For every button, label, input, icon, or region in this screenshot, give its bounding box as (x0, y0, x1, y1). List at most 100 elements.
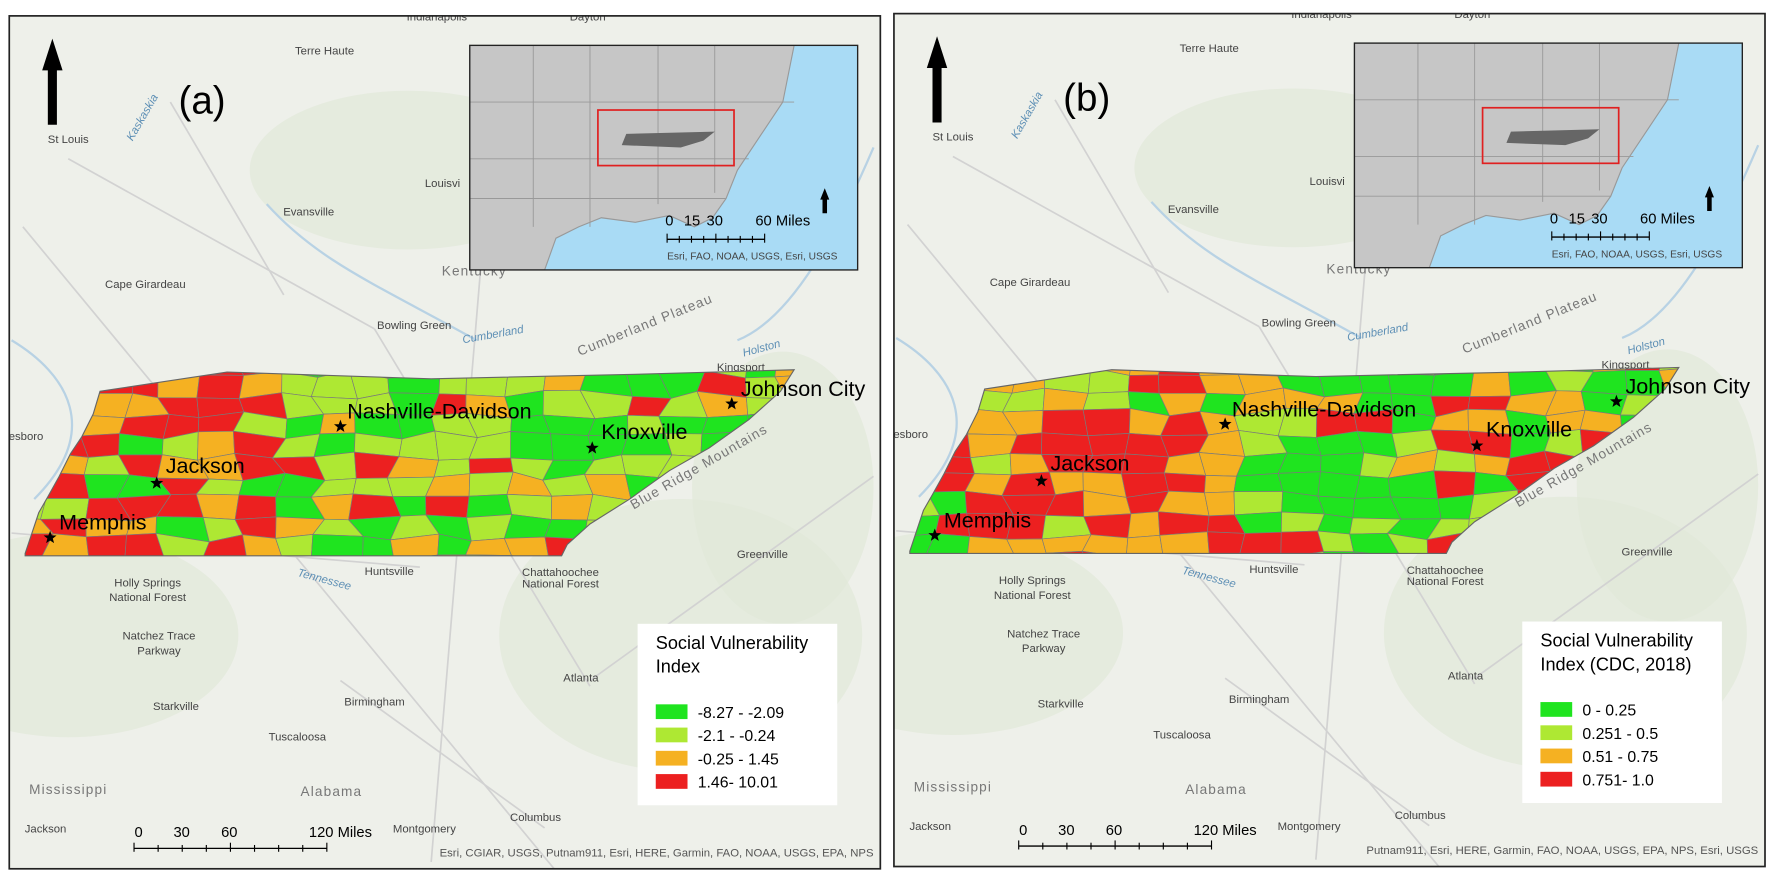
inset-land (1354, 43, 1680, 268)
county (234, 494, 277, 520)
scale-label: 30 (173, 825, 189, 841)
place-label: Dayton (1454, 9, 1490, 21)
legend-label: -2.1 - -0.24 (698, 728, 776, 745)
place-label: Montgomery (393, 823, 456, 835)
place-label: National Forest (522, 579, 600, 591)
legend-label: 1.46- 10.01 (698, 775, 778, 792)
county (1469, 369, 1512, 397)
place-label: Starkville (153, 701, 199, 713)
road (1224, 677, 1430, 827)
county (1157, 374, 1208, 394)
place-label: Mississippi (29, 782, 107, 797)
place-label: nesboro (2, 431, 43, 443)
city-star (928, 528, 942, 541)
place-label: Evansville (283, 206, 334, 218)
city-label: Jackson (166, 454, 245, 478)
place-label: Parkway (137, 645, 181, 657)
county (1082, 408, 1131, 437)
county (1321, 551, 1364, 554)
place-label: National Forest (994, 590, 1072, 602)
county (1127, 511, 1161, 539)
county (1081, 534, 1129, 554)
place-label: Chattahoochee (522, 567, 599, 579)
place-label: Birmingham (1229, 694, 1289, 706)
county (1082, 391, 1131, 411)
panel-label: (b) (1063, 77, 1110, 120)
county (1238, 531, 1282, 554)
scale-label: 60 (221, 825, 237, 841)
inset-scale-label: 0 (665, 214, 673, 230)
legend-label: 0.251 - 0.5 (1582, 726, 1658, 743)
county (1317, 471, 1361, 499)
city-label: Johnson City (741, 377, 866, 401)
inset-scale-label: 30 (707, 214, 723, 230)
county (1433, 470, 1476, 500)
place-label: St Louis (48, 134, 89, 146)
county (41, 533, 90, 556)
place-label: Terre Haute (295, 45, 354, 57)
place-label: Louisvi (1310, 176, 1345, 188)
county (275, 534, 314, 556)
place-label: Indianapolis (1291, 9, 1352, 21)
legend-swatch (655, 727, 688, 743)
inset-land (469, 45, 795, 270)
county (909, 533, 936, 554)
place-label: Starkville (1038, 699, 1084, 711)
city-star (1218, 417, 1232, 430)
road (1474, 473, 1759, 679)
place-label: Atlanta (563, 673, 599, 685)
place-label: nesboro (887, 429, 928, 441)
place-label: Chattahoochee (1407, 565, 1484, 577)
place-label: Greenville (737, 549, 788, 561)
county (362, 535, 395, 556)
place-label: Alabama (301, 784, 363, 799)
place-label: Natchez Trace (122, 631, 195, 643)
place-label: Tuscaloosa (1153, 729, 1211, 741)
place-label: Dayton (570, 11, 606, 23)
place-label: Terre Haute (1180, 43, 1239, 55)
county (466, 493, 513, 518)
place-label: Bowling Green (377, 320, 451, 332)
place-label: Atlanta (1448, 670, 1484, 682)
county (1083, 513, 1132, 539)
legend-title: Index (CDC, 2018) (1540, 654, 1691, 674)
county (1467, 395, 1512, 411)
county (1041, 409, 1089, 437)
scale-label: 0 (134, 825, 142, 841)
legend-label: -8.27 - -2.09 (698, 705, 785, 722)
inset-attribution: Esri, FAO, NOAA, USGS, Esri, USGS (1552, 249, 1723, 260)
county (195, 493, 240, 520)
map-attribution: Esri, CGIAR, USGS, Putnam911, Esri, HERE… (440, 847, 874, 859)
legend-swatch (1540, 748, 1573, 764)
place-label: Birmingham (344, 696, 404, 708)
county (1206, 531, 1246, 554)
city-label: Memphis (59, 511, 146, 535)
place-label: Alabama (1185, 782, 1247, 797)
legend-swatch (1540, 771, 1573, 787)
map-attribution: Putnam911, Esri, HERE, Garmin, FAO, NOAA… (1366, 845, 1758, 857)
county (542, 414, 596, 436)
county (124, 533, 166, 556)
place-label: Huntsville (365, 566, 414, 578)
county (1163, 472, 1207, 494)
city-star (150, 476, 164, 489)
inset-north-arrow (1704, 186, 1714, 211)
county (1233, 473, 1284, 493)
place-label: Greenville (1622, 547, 1673, 559)
inset-scale-label: 15 (684, 214, 700, 230)
legend-swatch (1540, 702, 1573, 717)
place-label: Holly Springs (114, 577, 181, 589)
place-label: Louisvi (425, 178, 460, 190)
city-label: Knoxville (1486, 418, 1572, 442)
city-label: Nashville-Davidson (347, 400, 531, 424)
county (242, 534, 284, 556)
county (503, 536, 550, 556)
inset-attribution: Esri, FAO, NOAA, USGS, Esri, USGS (667, 252, 838, 263)
county (1157, 511, 1210, 536)
legend-swatch (655, 774, 688, 789)
state-outline (24, 369, 796, 557)
city-star (333, 419, 347, 433)
inset-extent (1481, 106, 1620, 165)
county (434, 554, 473, 556)
